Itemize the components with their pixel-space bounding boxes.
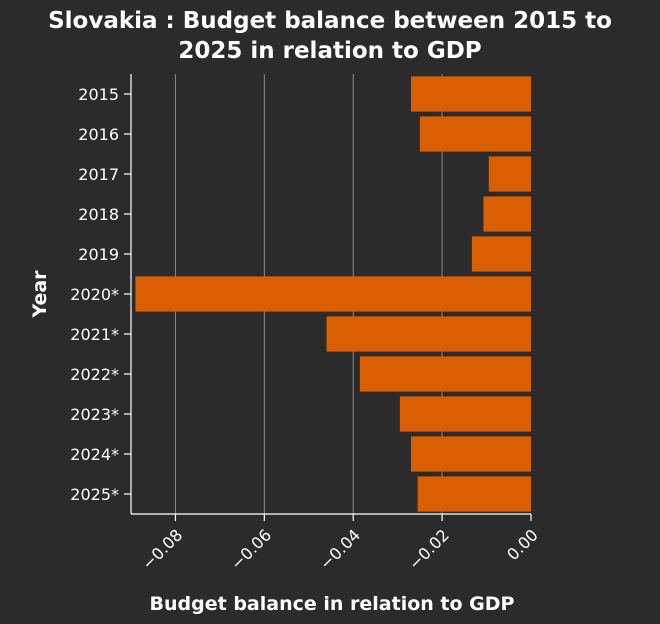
y-tick-label: 2020* <box>70 285 119 304</box>
y-tick-label: 2015 <box>78 85 119 104</box>
x-tick-labels: −0.08 −0.06 −0.04 −0.02 0.00 <box>138 525 542 573</box>
y-tick-label: 2021* <box>70 325 119 344</box>
bar-2016 <box>419 116 531 152</box>
y-tick-label: 2023* <box>70 405 119 424</box>
y-tick-label: 2018 <box>78 205 119 224</box>
bar-2018 <box>483 196 531 232</box>
x-tick-label: −0.08 <box>138 525 186 573</box>
bar-2022-projected <box>359 356 531 392</box>
bar-2023-projected <box>399 396 531 432</box>
bar-2015 <box>411 76 531 112</box>
bars <box>135 76 531 512</box>
y-tick-label: 2025* <box>70 485 119 504</box>
bar-2017 <box>488 156 531 192</box>
chart-title-line-1: Slovakia : Budget balance between 2015 t… <box>48 8 612 34</box>
axes <box>124 74 532 521</box>
bar-2024-projected <box>411 436 531 472</box>
y-tick-label: 2016 <box>78 125 119 144</box>
y-tick-label: 2019 <box>78 245 119 264</box>
chart-title-line-2: 2025 in relation to GDP <box>178 38 481 64</box>
x-tick-label: −0.06 <box>227 525 275 573</box>
y-tick-label: 2024* <box>70 445 119 464</box>
y-tick-labels: 2015 2016 2017 2018 2019 2020* 2021* 2022* 2023*… <box>70 85 119 504</box>
x-axis-title: Budget balance in relation to GDP <box>150 593 515 615</box>
x-tick-label: −0.04 <box>316 525 364 573</box>
y-tick-label: 2017 <box>78 165 119 184</box>
bar-2020-projected <box>135 276 531 312</box>
x-tick-label: −0.02 <box>405 525 453 573</box>
y-axis-title: Year <box>29 270 51 319</box>
bar-2019 <box>471 236 531 272</box>
x-tick-label: 0.00 <box>503 525 542 564</box>
bar-2025-projected <box>417 476 531 512</box>
y-tick-label: 2022* <box>70 365 119 384</box>
bar-2021-projected <box>326 316 531 352</box>
